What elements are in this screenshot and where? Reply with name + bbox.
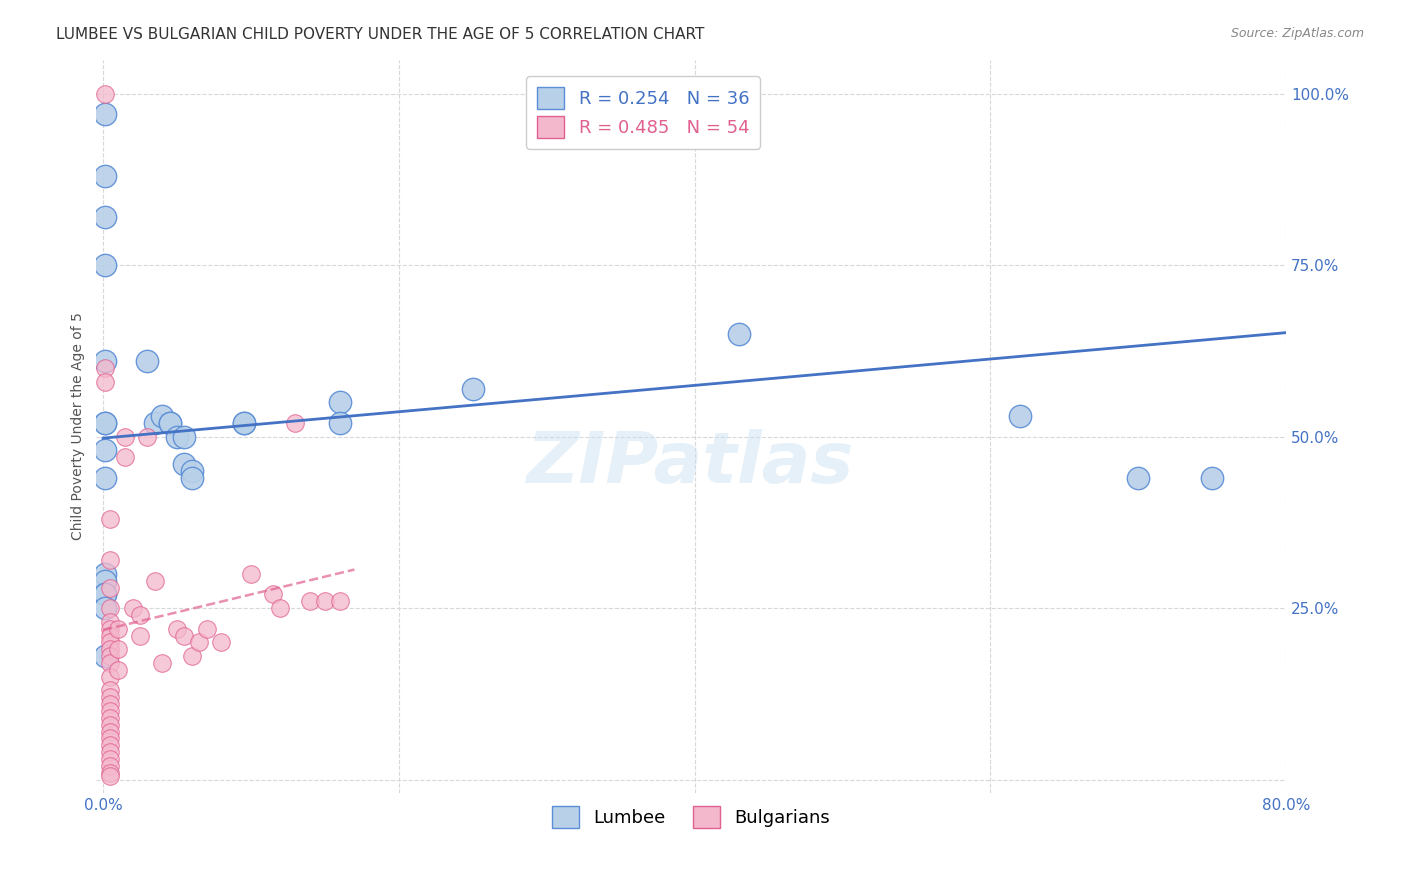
Point — [329, 594, 352, 608]
Point — [93, 107, 115, 121]
Point — [100, 711, 122, 725]
Point — [114, 430, 136, 444]
Point — [93, 416, 115, 430]
Point — [100, 739, 122, 753]
Point — [93, 587, 115, 601]
Point — [150, 656, 173, 670]
Point — [93, 471, 115, 485]
Point — [100, 765, 122, 780]
Point — [100, 635, 122, 649]
Point — [93, 574, 115, 588]
Point — [159, 416, 181, 430]
Point — [93, 416, 115, 430]
Point — [728, 326, 751, 341]
Point — [314, 594, 336, 608]
Point — [100, 683, 122, 698]
Point — [180, 471, 202, 485]
Point — [188, 635, 211, 649]
Point — [461, 382, 484, 396]
Point — [100, 553, 122, 567]
Point — [100, 724, 122, 739]
Point — [100, 670, 122, 684]
Point — [166, 430, 188, 444]
Point — [93, 354, 115, 368]
Point — [93, 601, 115, 615]
Point — [100, 601, 122, 615]
Text: Source: ZipAtlas.com: Source: ZipAtlas.com — [1230, 27, 1364, 40]
Point — [129, 608, 152, 623]
Point — [100, 759, 122, 773]
Point — [143, 416, 166, 430]
Point — [93, 566, 115, 581]
Point — [93, 87, 115, 101]
Point — [329, 395, 352, 409]
Text: LUMBEE VS BULGARIAN CHILD POVERTY UNDER THE AGE OF 5 CORRELATION CHART: LUMBEE VS BULGARIAN CHILD POVERTY UNDER … — [56, 27, 704, 42]
Point — [269, 601, 291, 615]
Point — [93, 375, 115, 389]
Point — [136, 354, 159, 368]
Point — [100, 622, 122, 636]
Point — [93, 211, 115, 225]
Point — [100, 745, 122, 759]
Point — [180, 464, 202, 478]
Point — [159, 416, 181, 430]
Point — [114, 450, 136, 465]
Point — [93, 649, 115, 664]
Point — [100, 642, 122, 657]
Point — [195, 622, 218, 636]
Point — [284, 416, 307, 430]
Point — [1008, 409, 1031, 424]
Point — [107, 642, 129, 657]
Point — [93, 258, 115, 272]
Point — [129, 629, 152, 643]
Point — [180, 649, 202, 664]
Point — [143, 574, 166, 588]
Point — [209, 635, 232, 649]
Point — [100, 697, 122, 711]
Point — [173, 457, 195, 471]
Point — [93, 443, 115, 458]
Point — [262, 587, 284, 601]
Point — [173, 430, 195, 444]
Point — [100, 718, 122, 732]
Point — [299, 594, 322, 608]
Point — [100, 656, 122, 670]
Point — [100, 512, 122, 526]
Point — [239, 566, 262, 581]
Point — [100, 615, 122, 629]
Point — [93, 169, 115, 184]
Point — [93, 361, 115, 376]
Legend: Lumbee, Bulgarians: Lumbee, Bulgarians — [544, 799, 837, 836]
Point — [93, 587, 115, 601]
Point — [107, 663, 129, 677]
Point — [121, 601, 143, 615]
Point — [150, 409, 173, 424]
Point — [329, 416, 352, 430]
Point — [232, 416, 254, 430]
Point — [100, 649, 122, 664]
Point — [100, 704, 122, 718]
Point — [100, 581, 122, 595]
Point — [100, 752, 122, 766]
Point — [1126, 471, 1149, 485]
Point — [100, 769, 122, 783]
Point — [173, 629, 195, 643]
Point — [232, 416, 254, 430]
Point — [100, 731, 122, 746]
Point — [107, 622, 129, 636]
Text: ZIPatlas: ZIPatlas — [527, 429, 855, 498]
Point — [136, 430, 159, 444]
Y-axis label: Child Poverty Under the Age of 5: Child Poverty Under the Age of 5 — [72, 312, 86, 541]
Point — [1201, 471, 1223, 485]
Point — [166, 622, 188, 636]
Point — [100, 629, 122, 643]
Point — [100, 690, 122, 705]
